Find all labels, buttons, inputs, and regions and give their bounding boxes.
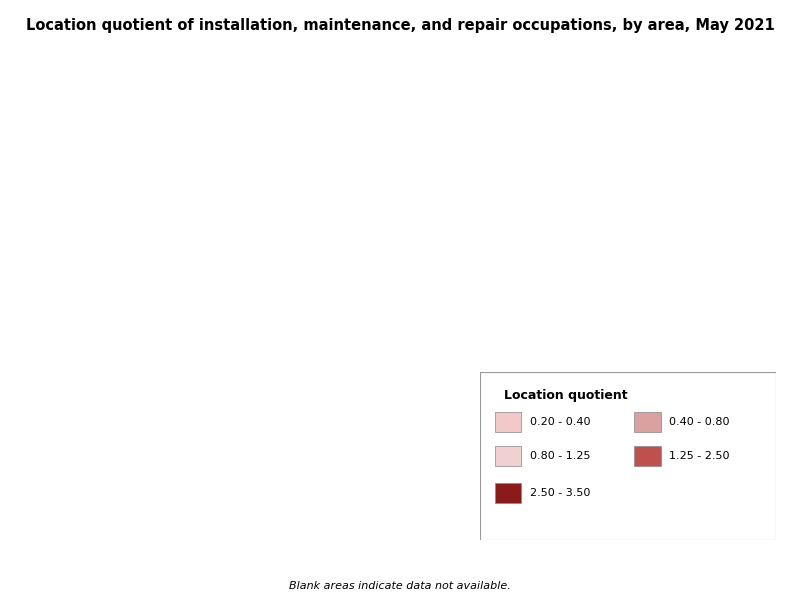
Text: Blank areas indicate data not available.: Blank areas indicate data not available. [289,581,511,591]
FancyBboxPatch shape [494,483,522,503]
Text: Location quotient: Location quotient [504,389,627,402]
Text: 1.25 - 2.50: 1.25 - 2.50 [670,451,730,461]
Text: Location quotient of installation, maintenance, and repair occupations, by area,: Location quotient of installation, maint… [26,18,774,33]
FancyBboxPatch shape [634,446,661,466]
FancyBboxPatch shape [480,372,776,540]
FancyBboxPatch shape [494,446,522,466]
Text: 0.40 - 0.80: 0.40 - 0.80 [670,418,730,427]
FancyBboxPatch shape [634,412,661,433]
FancyBboxPatch shape [494,412,522,433]
Text: 0.80 - 1.25: 0.80 - 1.25 [530,451,591,461]
Text: 0.20 - 0.40: 0.20 - 0.40 [530,418,591,427]
Text: 2.50 - 3.50: 2.50 - 3.50 [530,488,590,498]
